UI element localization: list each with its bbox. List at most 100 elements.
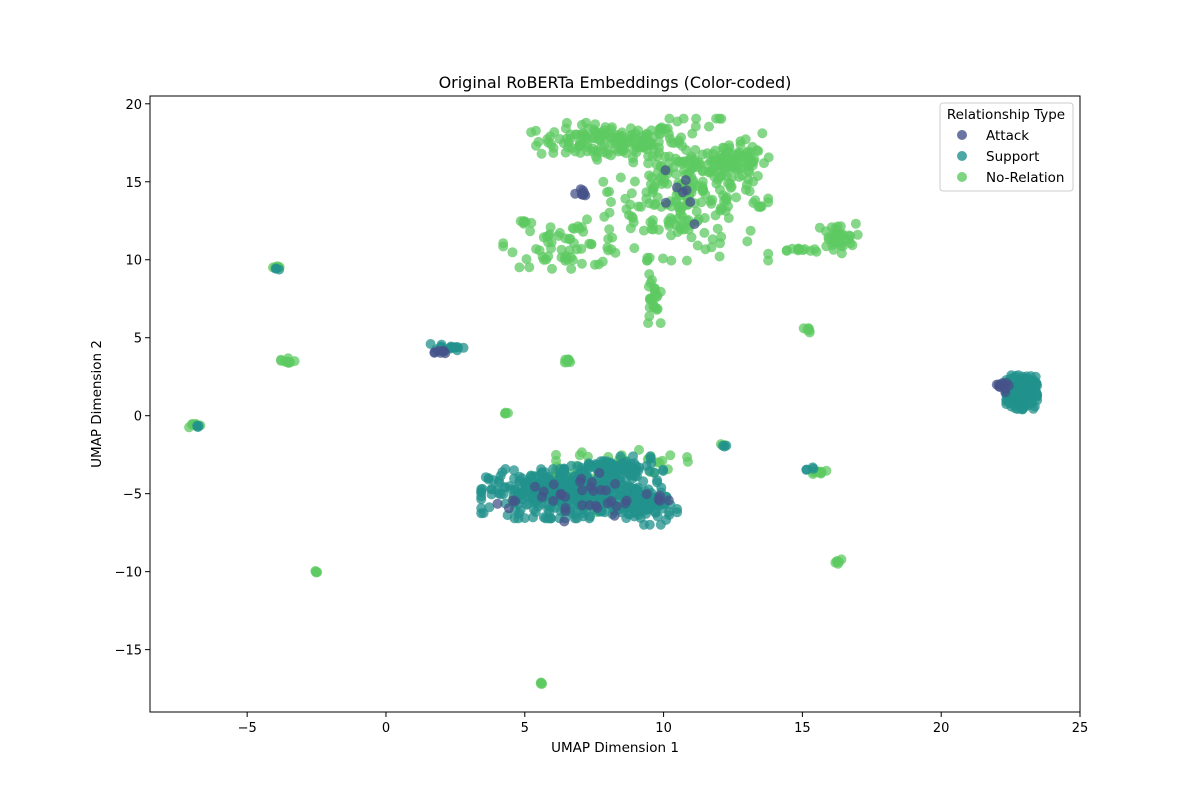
data-point-attack	[548, 495, 559, 506]
data-point-no-relation	[589, 259, 600, 270]
data-point-attack	[560, 502, 571, 513]
data-point-no-relation	[757, 128, 768, 139]
data-point-no-relation	[691, 206, 702, 217]
data-point-support	[530, 507, 541, 517]
data-point-support	[572, 513, 582, 524]
data-point-no-relation	[644, 252, 655, 263]
data-point-no-relation	[533, 136, 544, 147]
data-point-no-relation	[644, 302, 655, 313]
data-point-support	[641, 504, 652, 515]
data-point-no-relation	[719, 196, 730, 206]
data-point-no-relation	[634, 444, 644, 455]
data-point-no-relation	[597, 256, 608, 267]
y-tick-label: 0	[134, 410, 142, 425]
data-point-no-relation	[827, 234, 838, 245]
data-point-support	[583, 459, 594, 470]
data-point-no-relation	[520, 217, 531, 227]
data-point-no-relation	[658, 253, 668, 264]
data-point-attack	[492, 498, 503, 509]
data-point-attack	[689, 219, 700, 230]
data-point-no-relation	[536, 148, 547, 159]
data-point-attack	[680, 175, 691, 186]
data-point-support	[559, 464, 570, 475]
data-point-support	[486, 484, 497, 494]
data-point-no-relation	[561, 117, 572, 128]
data-point-no-relation	[526, 127, 537, 138]
data-point-no-relation	[809, 244, 820, 255]
data-point-no-relation	[615, 143, 626, 154]
data-point-support	[483, 474, 494, 485]
data-point-no-relation	[603, 245, 614, 256]
data-point-no-relation	[574, 139, 585, 150]
data-point-no-relation	[697, 176, 708, 187]
data-point-no-relation	[595, 127, 606, 138]
data-point-support	[628, 451, 638, 462]
data-point-attack	[537, 492, 547, 502]
data-point-no-relation	[697, 149, 708, 160]
data-point-no-relation	[714, 184, 725, 195]
legend-label-support: Support	[986, 149, 1039, 165]
data-point-attack	[577, 500, 588, 511]
data-point-no-relation	[184, 422, 195, 433]
data-point-no-relation	[676, 132, 687, 143]
data-point-no-relation	[644, 170, 655, 181]
data-point-support	[270, 263, 281, 274]
y-tick-label: 10	[125, 254, 142, 269]
data-point-no-relation	[653, 176, 664, 187]
x-tick-label: 10	[655, 721, 672, 736]
data-point-support	[658, 464, 669, 475]
data-point-no-relation	[607, 232, 618, 243]
data-point-no-relation	[576, 222, 587, 233]
data-point-no-relation	[833, 558, 843, 569]
data-point-no-relation	[563, 354, 574, 365]
data-point-attack	[555, 488, 566, 499]
data-point-support	[193, 420, 204, 431]
y-tick-label: −5	[123, 488, 142, 503]
data-point-support	[633, 482, 643, 493]
data-point-attack	[660, 197, 671, 208]
y-axis-title: UMAP Dimension 2	[89, 340, 105, 468]
data-point-no-relation	[685, 159, 696, 170]
data-point-no-relation	[763, 255, 774, 266]
data-point-no-relation	[715, 238, 725, 249]
data-point-support	[595, 492, 606, 503]
plot-points	[184, 113, 1043, 689]
data-point-support	[641, 460, 652, 471]
data-point-attack	[677, 187, 688, 198]
legend: Relationship Type Attack Support No-Rela…	[939, 102, 1074, 192]
data-point-no-relation	[524, 262, 535, 273]
data-point-no-relation	[705, 196, 716, 207]
legend-label-no-relation: No-Relation	[986, 170, 1064, 186]
data-point-no-relation	[546, 243, 556, 254]
data-point-no-relation	[536, 677, 547, 688]
data-point-support	[519, 513, 530, 524]
data-point-no-relation	[570, 129, 581, 140]
data-point-support	[599, 507, 610, 518]
data-point-no-relation	[745, 225, 756, 236]
data-point-support	[1005, 398, 1016, 409]
y-axis: −15 −10 −5 0 5 10 15 20	[115, 98, 150, 659]
data-point-no-relation	[664, 151, 675, 162]
data-point-no-relation	[283, 357, 294, 368]
x-tick-label: −5	[238, 721, 257, 736]
data-point-no-relation	[677, 220, 688, 231]
data-point-no-relation	[636, 201, 646, 212]
data-point-no-relation	[551, 449, 561, 460]
data-point-no-relation	[763, 193, 774, 204]
data-point-attack	[997, 378, 1008, 388]
data-point-support	[498, 489, 509, 500]
y-tick-label: −10	[115, 566, 142, 581]
data-point-no-relation	[582, 214, 592, 225]
data-point-no-relation	[834, 229, 845, 240]
data-point-no-relation	[793, 245, 803, 256]
data-point-no-relation	[629, 145, 639, 156]
data-point-no-relation	[735, 139, 746, 150]
data-point-no-relation	[604, 224, 615, 235]
x-tick-label: 0	[382, 721, 390, 736]
data-point-no-relation	[525, 226, 536, 237]
data-point-no-relation	[582, 132, 593, 143]
x-tick-label: 25	[1072, 721, 1089, 736]
data-point-no-relation	[720, 206, 731, 216]
data-point-no-relation	[662, 178, 673, 189]
data-point-no-relation	[714, 251, 725, 262]
